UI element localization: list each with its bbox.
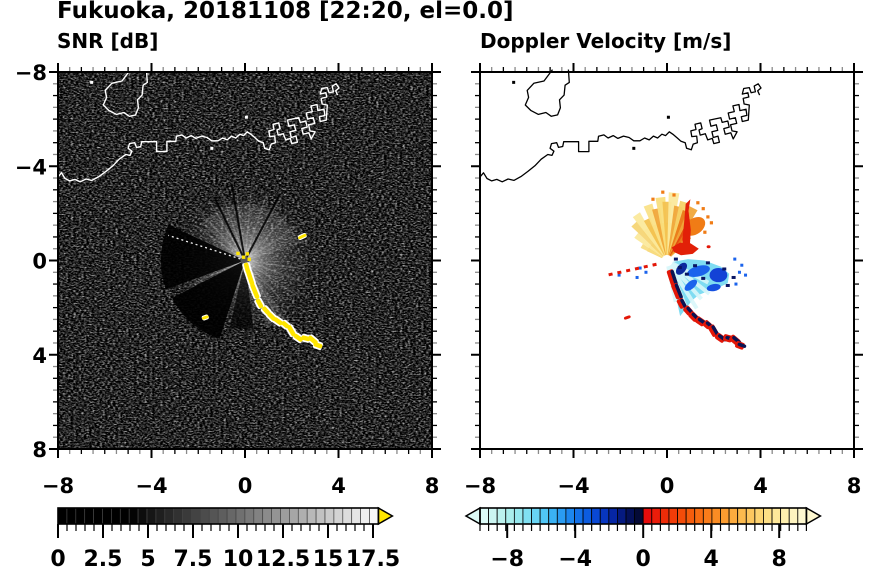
y-axis-tick-label: 0 [32, 250, 47, 274]
snr-colorbar-tick-label: 17.5 [346, 547, 400, 570]
snr-panel-title: SNR [dB] [57, 29, 159, 53]
velocity-coastline [479, 69, 762, 183]
velocity-colorbar-tick-label: −4 [558, 547, 592, 570]
velocity-colorbar-left-arrow [464, 506, 481, 526]
snr-plot-area [58, 72, 432, 449]
snr-colorbar-tick-label: 7.5 [174, 547, 213, 570]
velocity-clutter-streak [623, 245, 747, 350]
snr-axes [49, 63, 441, 458]
snr-colorbar-overflow-arrow [377, 506, 394, 526]
snr-x-axis-tick-label: −8 [42, 474, 74, 498]
velocity-x-axis-tick-label: −4 [557, 474, 589, 498]
velocity-x-axis-tick-label: 8 [847, 474, 862, 498]
velocity-x-axis-tick-label: −8 [464, 474, 496, 498]
snr-colorbar-tick-label: 10 [223, 547, 254, 570]
velocity-x-axis-tick-label: 0 [660, 474, 675, 498]
snr-colorbar-tick-label: 5 [140, 547, 155, 570]
snr-colorbar-tick-label: 2.5 [84, 547, 123, 570]
velocity-x-axis-tick-label: 4 [753, 474, 768, 498]
y-axis-tick-label: −4 [15, 155, 47, 179]
snr-bright-dashed-ray [168, 234, 246, 262]
velocity-colorbar: −8 −4 0 4 8 [464, 506, 822, 570]
velocity-red-maximum [671, 242, 699, 256]
snr-x-axis-tick-label: 4 [331, 474, 346, 498]
snr-colorbar-tick-label: 0 [50, 547, 65, 570]
velocity-axes [471, 63, 863, 458]
velocity-colorbar-tick-label: 8 [772, 547, 787, 570]
snr-x-axis-tick-label: 0 [238, 474, 253, 498]
velocity-plot-area [480, 72, 854, 449]
velocity-red-column [682, 199, 691, 253]
y-axis-tick-label: 8 [32, 438, 47, 462]
snr-coastline [57, 69, 340, 183]
velocity-colorbar-tick-label: 0 [636, 547, 651, 570]
snr-colorbar: 0 2.5 5 7.5 10 12.5 15 17.5 [50, 506, 400, 570]
velocity-colorbar-right-arrow [805, 506, 822, 526]
velocity-center-hole [661, 255, 673, 266]
figure-title: Fukuoka, 20181108 [22:20, el=0.0] [57, 0, 514, 24]
snr-colorbar-tick-label: 15 [313, 547, 344, 570]
snr-x-axis-tick-label: 8 [425, 474, 440, 498]
snr-clutter-streak [201, 232, 323, 351]
velocity-colorbar-tick-label: −8 [490, 547, 524, 570]
velocity-panel-title: Doppler Velocity [m/s] [480, 29, 732, 53]
velocity-colorbar-tick-label: 4 [704, 547, 719, 570]
snr-colorbar-tick-label: 12.5 [256, 547, 310, 570]
axis-labels: 8 −8 −8 4 −4 −4 0 0 0 −4 4 4 −8 8 8 [15, 61, 862, 498]
y-axis-tick-label: 4 [32, 344, 47, 368]
y-axis-tick-label: −8 [15, 61, 47, 85]
snr-x-axis-tick-label: −4 [135, 474, 167, 498]
